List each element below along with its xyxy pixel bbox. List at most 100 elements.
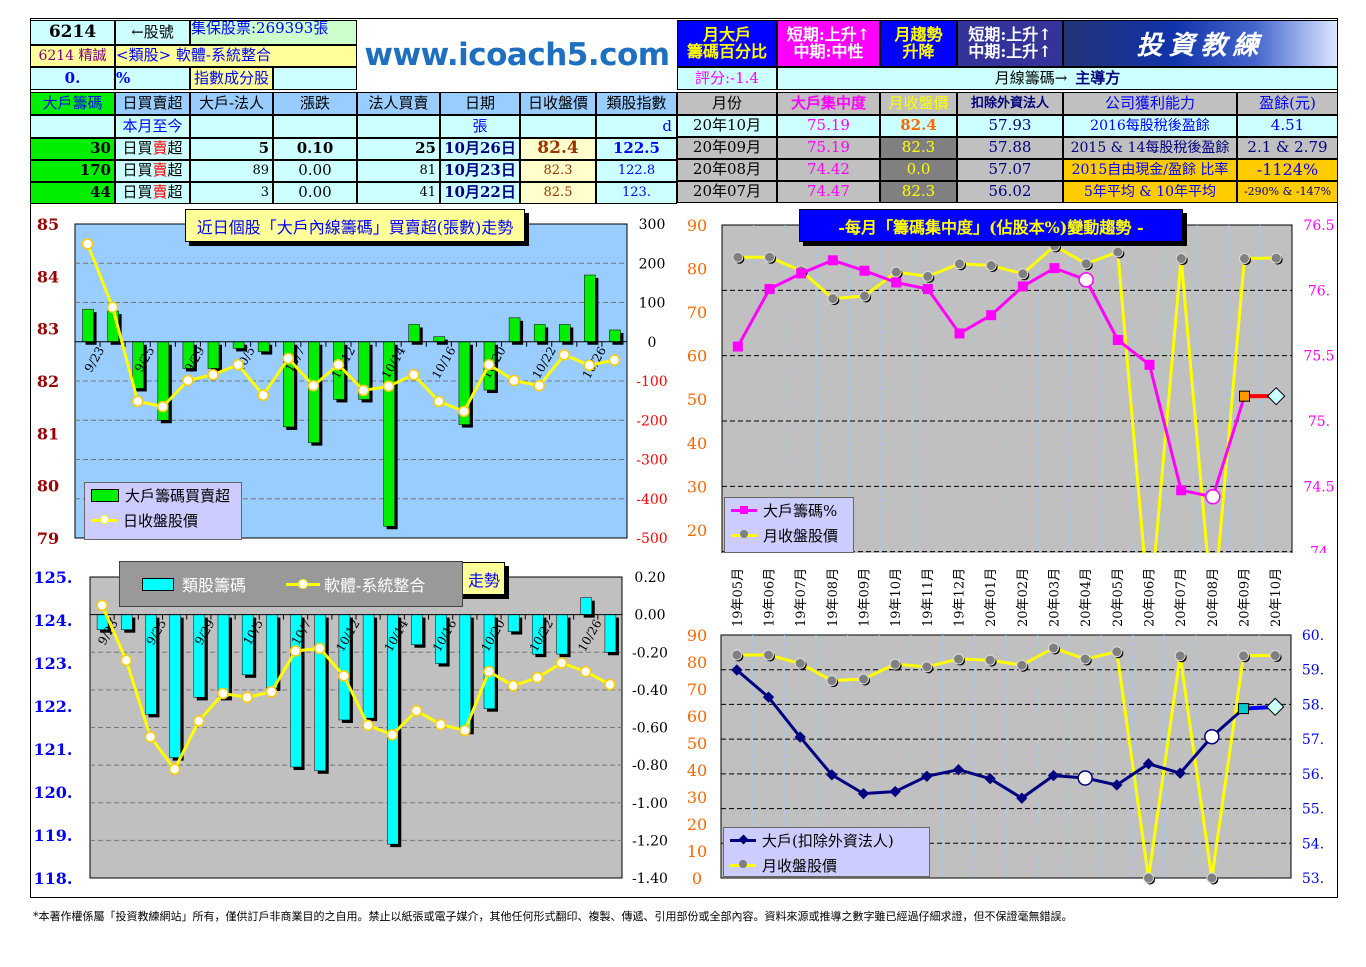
holder-point bbox=[731, 664, 743, 676]
daily-cell: 0.10 bbox=[273, 138, 357, 160]
left-axis-tick: 79 bbox=[37, 529, 59, 548]
custody-shares: 集保股票:269393張 bbox=[190, 20, 357, 45]
monthly-header: 大戶集中度 bbox=[777, 92, 880, 115]
left-axis-tick: 70 bbox=[687, 680, 707, 699]
bar bbox=[580, 597, 592, 615]
daily-subheader bbox=[357, 115, 440, 138]
price-point bbox=[241, 691, 253, 704]
left-axis-tick: 20 bbox=[687, 815, 707, 834]
right-axis-tick: 0.00 bbox=[634, 608, 665, 624]
monthly-cell: 82.4 bbox=[880, 115, 957, 137]
legend-label: 大戶籌碼% bbox=[763, 502, 838, 520]
monthly-trend-label: 月趨勢 升降 bbox=[880, 20, 957, 67]
price-point bbox=[859, 290, 870, 302]
big-holder-label: 月大戶 籌碼百分比 bbox=[677, 20, 777, 67]
holder-point bbox=[986, 310, 997, 321]
cell-line: 短期:上升↑ bbox=[786, 24, 871, 44]
bar bbox=[207, 341, 220, 369]
holder-point bbox=[954, 328, 965, 339]
monthly-cell: 57.88 bbox=[957, 137, 1063, 159]
price-point bbox=[289, 645, 302, 657]
legend-label: 大戶(扣除外資法人) bbox=[762, 832, 894, 850]
report-frame bbox=[30, 18, 1338, 898]
daily-cell: 170 bbox=[30, 160, 115, 182]
monthly-cell: 4.51 bbox=[1237, 115, 1338, 137]
holder-highlight-point bbox=[1205, 489, 1221, 505]
logo-text: 投資教練 bbox=[1136, 31, 1265, 61]
left-axis-tick: 125. bbox=[34, 568, 73, 587]
price-point bbox=[217, 687, 229, 700]
monthly-chip: 月線籌碼→ 主導方 bbox=[777, 67, 1338, 90]
price-point bbox=[1143, 872, 1154, 884]
daily-header: 大戶-法人 bbox=[190, 92, 273, 115]
monthly-trend-value: 短期:上升↑ 中期:上升↑ bbox=[957, 20, 1063, 67]
chart-title: 近日個股「大戶內線籌碼」買賣超(張數)走勢 bbox=[185, 209, 525, 242]
price-point bbox=[953, 653, 964, 665]
daily-subheader bbox=[520, 115, 596, 138]
pct-unit: % bbox=[115, 67, 190, 90]
daily-header: 大戶籌碼 bbox=[30, 92, 115, 115]
daily-cell: 3 bbox=[190, 182, 273, 204]
price-point bbox=[157, 400, 169, 413]
monthly-cell: 20年08月 bbox=[677, 159, 777, 181]
holder-point bbox=[1112, 334, 1123, 345]
x-tick-label: 19年06月 bbox=[763, 568, 778, 627]
right-axis-tick: 60. bbox=[1302, 628, 1324, 644]
index-component: 指數成分股 bbox=[190, 67, 273, 90]
price-point bbox=[1112, 246, 1124, 258]
cell-line: 升降 bbox=[902, 41, 935, 61]
price-point bbox=[313, 642, 326, 655]
monthly-cell: 2.1 & 2.79 bbox=[1237, 137, 1338, 159]
bar bbox=[266, 614, 278, 689]
x-tick-label: 20年08月 bbox=[1206, 568, 1221, 627]
bar bbox=[609, 329, 621, 342]
price-point bbox=[558, 349, 571, 361]
price-point bbox=[1017, 268, 1029, 280]
sector-link[interactable]: <類股> 軟體-系統整合 bbox=[115, 45, 357, 67]
x-tick-label: 20年07月 bbox=[1174, 568, 1189, 627]
legend-line-swatch bbox=[286, 578, 321, 589]
holder-point bbox=[827, 255, 838, 266]
daily-cell: 日買賣超 bbox=[115, 160, 190, 182]
price-point bbox=[579, 665, 592, 678]
price-point bbox=[434, 718, 447, 731]
monthly-cell: -290% & -147% bbox=[1237, 181, 1338, 203]
chart-sector-chip: 125. 124. 123. 122. 121. 120. 119. 118. 0.20 0.00… bbox=[31, 557, 677, 897]
chip-text: 主導方 bbox=[1075, 68, 1121, 87]
right-axis-tick: 0 bbox=[648, 335, 657, 351]
holder-point bbox=[1049, 263, 1060, 274]
holder-point bbox=[796, 268, 807, 279]
bar bbox=[411, 614, 423, 645]
website-url[interactable]: www.icoach5.com bbox=[357, 20, 677, 90]
x-tick-label: 19年09月 bbox=[858, 568, 873, 627]
price-point bbox=[604, 678, 616, 691]
x-tick-label: 19年12月 bbox=[953, 568, 968, 627]
right-axis-tick: 300 bbox=[639, 217, 666, 233]
daily-cell: 0.00 bbox=[273, 182, 357, 204]
bar bbox=[559, 324, 571, 343]
price-line bbox=[737, 244, 1277, 553]
daily-cell: 10月22日 bbox=[440, 182, 520, 204]
price-point bbox=[282, 352, 295, 365]
holder-point bbox=[1176, 485, 1187, 496]
chart-legend: 大戶籌碼買賣超 日收盤股價 bbox=[84, 482, 242, 540]
left-axis-tick: 90 bbox=[687, 626, 707, 645]
bar bbox=[459, 614, 472, 732]
right-axis-tick: 54. bbox=[1302, 836, 1324, 852]
price-point bbox=[858, 673, 869, 685]
right-axis-tick: 55. bbox=[1302, 802, 1324, 818]
holder-latest-point bbox=[1266, 386, 1286, 406]
left-axis-tick: 40 bbox=[687, 434, 707, 453]
left-axis-tick: 118. bbox=[34, 869, 73, 888]
chart-legend: 大戶(扣除外資法人) 月收盤股價 bbox=[723, 827, 930, 877]
price-point bbox=[533, 379, 545, 392]
left-axis-tick: 90 bbox=[687, 216, 707, 235]
price-point bbox=[732, 251, 744, 263]
right-axis-tick: 0.20 bbox=[634, 570, 665, 586]
right-axis-tick: 100 bbox=[639, 296, 666, 312]
pct-value: 0. bbox=[30, 67, 115, 90]
cell-line: 中期:上升↑ bbox=[968, 41, 1052, 61]
holder-latest-point bbox=[1265, 697, 1285, 717]
stock-code-label: ←股號 bbox=[115, 20, 190, 45]
bar bbox=[169, 614, 181, 758]
